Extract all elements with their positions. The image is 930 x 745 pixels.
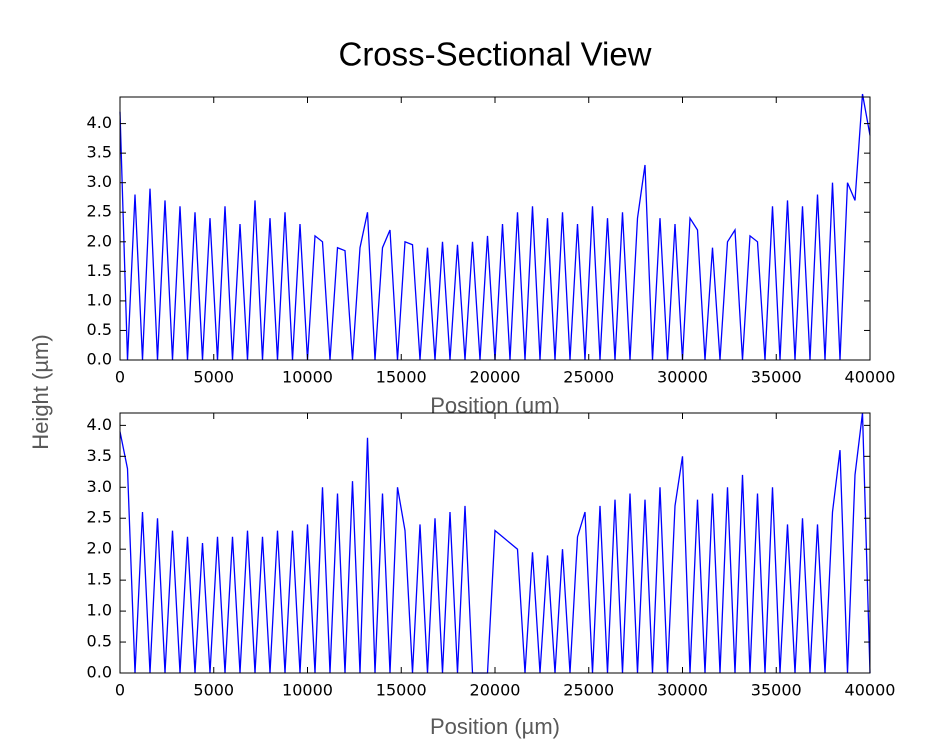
- y-tick-label: 3.5: [87, 143, 112, 162]
- x-tick-label: 20000: [470, 681, 521, 700]
- y-tick-label: 0.5: [87, 320, 112, 339]
- x-tick-label: 20000: [470, 368, 521, 387]
- plot-frame: [119, 96, 871, 361]
- data-line: [119, 412, 871, 674]
- x-tick-label: 10000: [282, 681, 333, 700]
- y-tick-label: 0.0: [87, 350, 112, 369]
- x-tick-label: 15000: [376, 681, 427, 700]
- x-tick-label: 15000: [376, 368, 427, 387]
- x-tick-label: 35000: [751, 368, 802, 387]
- x-tick-label: 5000: [193, 368, 234, 387]
- chart-title: Cross-Sectional View: [338, 36, 651, 73]
- plot-area: [120, 97, 870, 360]
- y-tick-label: 3.5: [87, 446, 112, 465]
- y-tick-label: 1.0: [87, 290, 112, 309]
- y-tick-label: 4.0: [87, 113, 112, 132]
- x-tick-label: 5000: [193, 681, 234, 700]
- y-axis-label: Height (µm): [28, 334, 53, 449]
- x-tick-label: 25000: [563, 681, 614, 700]
- x-tick-label: 10000: [282, 368, 333, 387]
- x-tick-label: 40000: [845, 681, 896, 700]
- y-tick-label: 3.0: [87, 477, 112, 496]
- plot-frame: [119, 412, 871, 674]
- y-tick-label: 1.0: [87, 601, 112, 620]
- y-tick-label: 0.5: [87, 632, 112, 651]
- x-tick-label: 40000: [845, 368, 896, 387]
- y-tick-label: 1.5: [87, 570, 112, 589]
- x-tick-label: 25000: [563, 368, 614, 387]
- y-tick-label: 3.0: [87, 172, 112, 191]
- x-axis-label: Position (µm): [430, 714, 560, 739]
- y-tick-label: 2.5: [87, 202, 112, 221]
- x-tick-label: 30000: [657, 681, 708, 700]
- x-tick-label: 0: [115, 368, 125, 387]
- y-tick-label: 0.0: [87, 663, 112, 682]
- x-tick-label: 30000: [657, 368, 708, 387]
- y-tick-label: 2.0: [87, 231, 112, 250]
- x-tick-label: 35000: [751, 681, 802, 700]
- x-tick-label: 0: [115, 681, 125, 700]
- y-tick-label: 4.0: [87, 415, 112, 434]
- y-tick-label: 2.0: [87, 539, 112, 558]
- y-tick-label: 2.5: [87, 508, 112, 527]
- y-tick-label: 1.5: [87, 261, 112, 280]
